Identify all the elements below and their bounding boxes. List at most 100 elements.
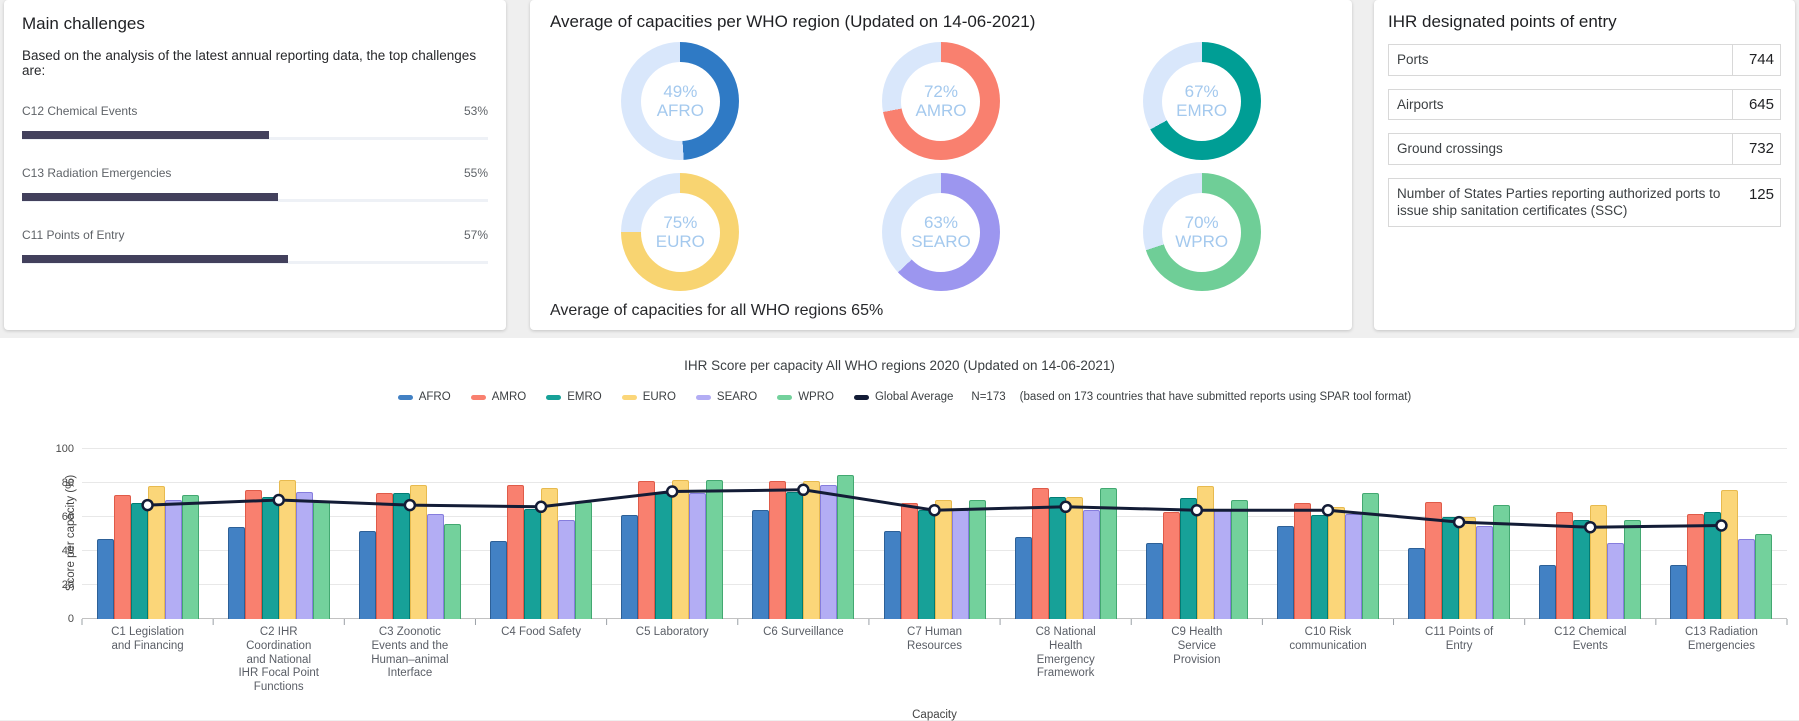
- bar-afro-c5: [621, 515, 639, 619]
- chart-legend: AFRO AMRO EMRO EURO SEARO WPRO Global Average N…: [0, 391, 1799, 403]
- bar-wpro-c5: [706, 479, 724, 619]
- poe-row-value: 732: [1732, 134, 1780, 164]
- category-label-c5: C5 Laboratory: [635, 626, 709, 638]
- donut-region-label: WPRO: [1175, 232, 1229, 251]
- bar-group-c11: [1394, 449, 1525, 619]
- bar-afro-c10: [1276, 525, 1294, 619]
- bar-searo-c8: [1082, 510, 1100, 619]
- bar-afro-c11: [1408, 547, 1426, 619]
- bar-euro-c10: [1327, 506, 1345, 619]
- challenge-label: C13 Radiation Emergencies: [22, 166, 172, 180]
- legend-item-searo[interactable]: SEARO: [695, 391, 757, 403]
- bar-euro-c13: [1721, 489, 1739, 619]
- challenge-item-c11: C11 Points of Entry 57%: [22, 228, 488, 264]
- donut-hole: 75% EURO: [640, 192, 720, 272]
- donut-hole: 72% AMRO: [901, 61, 981, 141]
- bar-afro-c6: [752, 510, 770, 619]
- category-label-c2: C2 IHR Coordination and National IHR Focal …: [238, 626, 319, 694]
- legend-label: AFRO: [418, 391, 451, 403]
- bar-afro-c2: [227, 527, 245, 619]
- donut-percent: 63%: [923, 212, 958, 232]
- bar-emro-c4: [524, 508, 542, 619]
- bar-afro-c3: [358, 530, 376, 619]
- bar-searo-c6: [820, 484, 838, 619]
- category-label-c1: C1 Legislation and Financing: [111, 626, 185, 652]
- bar-amro-c5: [638, 481, 656, 619]
- bar-groups: [82, 449, 1787, 619]
- bar-euro-c2: [278, 479, 296, 619]
- bar-emro-c6: [786, 491, 804, 619]
- bar-wpro-c7: [968, 500, 986, 619]
- legend-swatch: [470, 394, 486, 400]
- bar-euro-c1: [147, 486, 165, 619]
- category-label-c4: C4 Food Safety: [501, 626, 581, 638]
- legend-item-wpro[interactable]: WPRO: [777, 391, 834, 403]
- bar-emro-c10: [1310, 515, 1328, 619]
- bar-group-c1: [82, 449, 213, 619]
- main-challenges-panel: Main challenges Based on the analysis of…: [4, 0, 506, 330]
- challenge-percent: 55%: [463, 166, 488, 180]
- gridline-100: [82, 448, 1787, 449]
- bar-group-c4: [475, 449, 606, 619]
- x-axis-title: Capacity: [912, 708, 957, 721]
- donut-gauge-emro: 67% EMRO: [1142, 42, 1261, 160]
- donut-gauge-searo: 63% SEARO: [881, 173, 1000, 291]
- y-tick-label: 20: [61, 579, 74, 591]
- category-label-c6: C6 Surveillance: [763, 626, 844, 638]
- bar-wpro-c3: [443, 523, 461, 619]
- donut-gauge-amro: 72% AMRO: [881, 42, 1000, 160]
- challenge-bar-track: [22, 193, 488, 202]
- category-label-c10: C10 Risk communication: [1289, 626, 1367, 652]
- top-panels-row: Main challenges Based on the analysis of…: [0, 0, 1799, 330]
- bar-emro-c13: [1704, 511, 1722, 619]
- bar-afro-c8: [1014, 537, 1032, 619]
- chart-plot-area: 0 20 40 60 80 100: [56, 443, 1788, 625]
- bar-wpro-c6: [837, 474, 855, 619]
- points-of-entry-title: IHR designated points of entry: [1388, 12, 1617, 31]
- bar-searo-c11: [1476, 525, 1494, 619]
- bar-emro-c1: [130, 503, 148, 619]
- bar-group-c8: [1000, 449, 1131, 619]
- donut-region-label: AMRO: [915, 101, 967, 120]
- bar-amro-c13: [1687, 513, 1705, 619]
- bar-group-c6: [738, 449, 869, 619]
- poe-row-value: 744: [1732, 45, 1780, 75]
- bar-wpro-c10: [1361, 493, 1379, 619]
- bar-wpro-c11: [1493, 505, 1511, 619]
- category-label-c13: C13 Radiation Emergencies: [1685, 626, 1758, 652]
- points-of-entry-table: Ports 744 Airports 645 Ground crossings …: [1388, 44, 1781, 227]
- poe-row-label: Ports: [1397, 52, 1429, 67]
- bar-euro-c8: [1065, 496, 1083, 619]
- bar-wpro-c8: [1099, 488, 1117, 619]
- legend-swatch: [777, 394, 793, 400]
- legend-item-amro[interactable]: AMRO: [470, 391, 526, 403]
- donut-gauge-wpro: 70% WPRO: [1142, 173, 1261, 291]
- bar-afro-c4: [490, 540, 508, 619]
- bar-searo-c7: [951, 510, 969, 619]
- challenge-bar-fill: [22, 193, 279, 201]
- category-label-c11: C11 Points of Entry: [1425, 626, 1494, 652]
- bar-amro-c10: [1293, 503, 1311, 619]
- bar-euro-c11: [1459, 517, 1477, 619]
- donut-hole: 49% AFRO: [640, 61, 720, 141]
- legend-item-euro[interactable]: EURO: [621, 391, 676, 403]
- bar-searo-c10: [1344, 513, 1362, 619]
- poe-row-label: Ground crossings: [1397, 141, 1503, 157]
- gridline-80: [82, 482, 1787, 483]
- legend-label: Global Average: [874, 391, 954, 403]
- challenge-percent: 53%: [463, 104, 488, 118]
- legend-item-global-average[interactable]: Global Average: [853, 391, 954, 403]
- legend-item-emro[interactable]: EMRO: [546, 391, 602, 403]
- challenge-item-c12: C12 Chemical Events 53%: [22, 104, 488, 140]
- x-axis-category-labels: C1 Legislation and Financing C2 IHR Coordin…: [82, 626, 1787, 695]
- legend-item-afro[interactable]: AFRO: [397, 391, 451, 403]
- bar-amro-c8: [1031, 488, 1049, 619]
- bar-group-c7: [869, 449, 1000, 619]
- y-tick-label: 80: [61, 477, 74, 489]
- bar-emro-c2: [261, 496, 279, 619]
- regions-average-footer: Average of capacities for all WHO region…: [550, 302, 884, 319]
- legend-swatch: [397, 394, 413, 400]
- legend-note: (based on 173 countries that have submit…: [1019, 391, 1412, 403]
- donut-region-label: EURO: [655, 232, 705, 251]
- bar-afro-c9: [1145, 542, 1163, 619]
